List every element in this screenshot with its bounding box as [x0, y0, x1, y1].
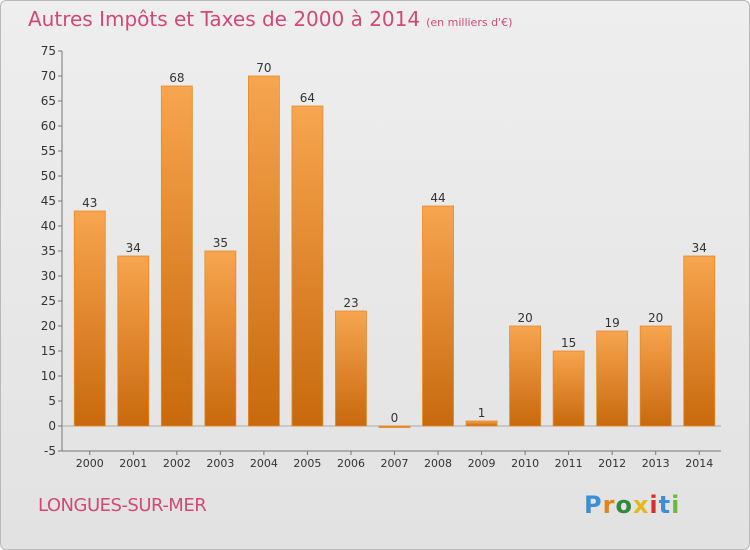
data-label-2004: 70 [256, 61, 271, 75]
data-label-2000: 43 [82, 196, 97, 210]
data-label-2002: 68 [169, 71, 184, 85]
x-tick-label-2011: 2011 [555, 457, 583, 470]
x-tick-label-2006: 2006 [337, 457, 365, 470]
y-tick-label: 20 [41, 319, 56, 333]
chart-unit: (en milliers d'€) [426, 16, 513, 29]
x-tick-label-2012: 2012 [598, 457, 626, 470]
bar-2002 [160, 85, 193, 427]
x-tick-label-2002: 2002 [163, 457, 191, 470]
x-tick-label-2013: 2013 [642, 457, 670, 470]
data-label-2013: 20 [648, 311, 663, 325]
bar-2008 [422, 205, 454, 427]
y-tick-label: 30 [41, 269, 56, 283]
x-tick-label-2000: 2000 [76, 457, 104, 470]
bar-2000 [73, 210, 106, 427]
commune-name: LONGUES-SUR-MER [38, 495, 207, 516]
bar-2013 [639, 325, 672, 427]
x-tick-label-2001: 2001 [119, 457, 147, 470]
x-tick-label-2009: 2009 [468, 457, 496, 470]
y-tick-label: 65 [41, 94, 56, 108]
y-tick-label: 5 [48, 394, 56, 408]
logo-letter: r [602, 491, 616, 519]
data-label-2005: 64 [300, 91, 315, 105]
logo-letter: i [649, 491, 659, 519]
bar-2009 [465, 420, 498, 427]
bar-2010 [509, 325, 542, 427]
data-label-2010: 20 [517, 311, 532, 325]
bar-2012 [596, 330, 629, 427]
bar-2001 [117, 255, 150, 427]
x-tick-label-2004: 2004 [250, 457, 278, 470]
y-tick-label: -5 [44, 444, 56, 458]
data-label-2009: 1 [478, 406, 486, 420]
y-tick-label: 25 [41, 294, 56, 308]
data-label-2006: 23 [343, 296, 358, 310]
data-label-2001: 34 [126, 241, 141, 255]
logo-letter: t [658, 491, 672, 519]
bar-2006 [335, 310, 367, 427]
y-tick-label: 50 [41, 169, 56, 183]
bar-2003 [204, 250, 237, 427]
y-tick-label: 15 [41, 344, 56, 358]
y-tick-label: 10 [41, 369, 56, 383]
x-tick-label-2010: 2010 [511, 457, 539, 470]
data-label-2011: 15 [561, 336, 576, 350]
logo-letter: x [632, 491, 650, 519]
logo-letter: o [615, 491, 633, 519]
data-label-2008: 44 [430, 191, 445, 205]
x-tick-label-2005: 2005 [293, 457, 321, 470]
data-label-2003: 35 [213, 236, 228, 250]
bar-2005 [291, 105, 324, 427]
y-tick-label: 60 [41, 119, 56, 133]
y-tick-label: 55 [41, 144, 56, 158]
x-tick-label-2008: 2008 [424, 457, 452, 470]
proxiti-logo: Proxiti [584, 491, 680, 519]
y-tick-label: 40 [41, 219, 56, 233]
logo-letter: P [584, 491, 603, 519]
x-tick-label-2003: 2003 [206, 457, 234, 470]
y-tick-label: 75 [41, 44, 56, 58]
y-tick-label: 70 [41, 69, 56, 83]
y-tick-label: 35 [41, 244, 56, 258]
x-tick-label-2014: 2014 [685, 457, 713, 470]
data-label-2014: 34 [692, 241, 707, 255]
bar-2004 [247, 75, 280, 427]
chart-title: Autres Impôts et Taxes de 2000 à 2014 (en… [28, 7, 513, 31]
data-label-2012: 19 [605, 316, 620, 330]
bar-2014 [683, 255, 716, 427]
bar-2007 [378, 425, 411, 428]
bar-2011 [552, 350, 585, 427]
y-tick-label: 45 [41, 194, 56, 208]
y-tick-label: 0 [48, 419, 56, 433]
logo-letter: i [671, 491, 681, 519]
x-tick-label-2007: 2007 [381, 457, 409, 470]
data-label-2007: 0 [391, 411, 399, 425]
